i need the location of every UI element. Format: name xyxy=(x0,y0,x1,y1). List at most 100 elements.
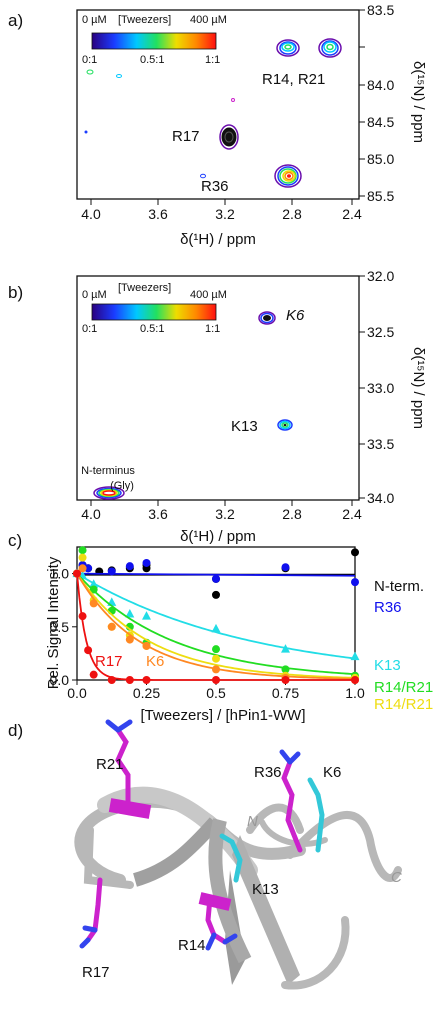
peak-label-r17: R17 xyxy=(172,128,200,145)
colorbar-ratio-0: 0:1 xyxy=(82,54,97,66)
data-point-s4-1 xyxy=(78,553,87,562)
colorbar-b-ratio-1: 1:1 xyxy=(205,323,220,335)
panel-b-letter: b) xyxy=(8,283,23,302)
b-ytick-0: 32.0 xyxy=(367,268,394,284)
data-point-s6-0 xyxy=(73,569,81,578)
a-xtick-4: 2.4 xyxy=(342,206,362,222)
data-point-s2-2 xyxy=(89,579,99,588)
a-ytick-3: 85.0 xyxy=(367,151,394,167)
x-tick-label-4: 1.0 xyxy=(345,685,365,701)
legend-label-0: N-term. xyxy=(374,578,424,595)
a-xtick-2: 3.2 xyxy=(215,206,235,222)
a-xtick-1: 3.6 xyxy=(148,206,168,222)
data-point-s1-8 xyxy=(351,578,359,587)
colorbar-b-right-label: 400 µM xyxy=(190,289,227,301)
panel-c-letter: c) xyxy=(8,531,22,550)
panel-a-x-axis: 4.0 3.6 3.2 2.8 2.4 δ(¹H) / ppm xyxy=(81,199,362,248)
data-point-s1-3 xyxy=(107,567,116,576)
residue-label-n-terminus: N xyxy=(247,813,258,830)
data-point-s1-7 xyxy=(281,563,290,572)
panel-b-colorbar: 0 µM [Tweezers] 400 µM 0:1 0.5:1 1:1 xyxy=(82,282,227,335)
y-tick-label-2: 1.0 xyxy=(50,566,70,582)
a-y-label: δ(¹⁵N) / ppm xyxy=(410,61,427,143)
peak-label-k6: K6 xyxy=(286,307,305,324)
legend-label-3: R14/R21 xyxy=(374,679,433,696)
data-point-s3-6 xyxy=(212,645,220,654)
peak-r14-r21-left xyxy=(276,39,300,57)
panel-d: d) R2 xyxy=(8,719,402,990)
arginine-sidechains xyxy=(79,719,303,951)
a-ytick-0: 83.5 xyxy=(367,2,394,18)
x-tick-label-1: 0.25 xyxy=(133,685,160,701)
legend-label-1: R36 xyxy=(374,599,402,616)
peak-r17 xyxy=(219,124,239,150)
data-point-s6-5 xyxy=(125,676,134,684)
residue-label-k13: K13 xyxy=(252,881,279,898)
data-point-s5-6 xyxy=(212,665,220,674)
a-xtick-0: 4.0 xyxy=(81,206,101,222)
data-point-s6-9 xyxy=(351,676,359,684)
panel-b-x-axis: 4.0 3.6 3.2 2.8 2.4 δ(¹H) / ppm xyxy=(81,500,362,545)
residue-label-c-terminus: C xyxy=(391,869,402,886)
peak-r14-r21-right xyxy=(318,38,342,58)
fit-line-4 xyxy=(76,573,356,679)
panel-a-noise xyxy=(84,69,235,179)
data-point-s5-1 xyxy=(78,564,87,573)
data-point-s6-8 xyxy=(281,676,290,684)
data-point-s2-8 xyxy=(350,651,360,661)
a-ytick-4: 85.5 xyxy=(367,188,394,204)
data-point-s1-5 xyxy=(142,558,151,567)
c-y-label: Rel. Signal Intensity xyxy=(45,556,62,689)
data-point-s5-4 xyxy=(125,635,134,644)
data-point-s6-1 xyxy=(78,612,87,621)
panel-a-y-axis: 83.5 84.0 84.5 85.0 85.5 δ(¹⁵N) / ppm xyxy=(359,2,427,204)
lysine-sidechains xyxy=(219,777,325,883)
b-xtick-2: 3.2 xyxy=(215,506,235,522)
c-inline-label-k6: K6 xyxy=(146,653,164,670)
data-point-s3-1 xyxy=(78,546,87,555)
x-tick-label-0: 0.0 xyxy=(67,685,87,701)
data-point-s1-4 xyxy=(125,562,134,571)
panel-b-y-axis: 32.0 32.5 33.0 33.5 34.0 δ(¹⁵N) / ppm xyxy=(359,268,427,506)
colorbar-left-label: 0 µM xyxy=(82,14,107,26)
peak-n-terminus xyxy=(93,486,125,500)
panel-a-letter: a) xyxy=(8,11,23,30)
panel-c: c) 0.0 0.25 0.5 0.75 1.0 0.0 0.5 1.0 N-term. R36 K… xyxy=(8,531,433,724)
c-x-label: [Tweezers] / [hPin1-WW] xyxy=(140,707,305,724)
data-point-s3-7 xyxy=(281,665,290,674)
colorbar-ratio-1: 1:1 xyxy=(205,54,220,66)
data-point-s6-7 xyxy=(212,676,220,684)
colorbar-b-left-label: 0 µM xyxy=(82,289,107,301)
data-point-s2-7 xyxy=(281,644,290,653)
b-ytick-4: 34.0 xyxy=(367,490,394,506)
data-point-s5-2 xyxy=(89,599,98,608)
b-xtick-0: 4.0 xyxy=(81,506,101,522)
panel-a-frame xyxy=(76,9,360,200)
colorbar-ratio-half: 0.5:1 xyxy=(140,54,164,66)
b-y-label: δ(¹⁵N) / ppm xyxy=(410,347,427,429)
peak-k13 xyxy=(277,419,293,431)
colorbar-right-label: 400 µM xyxy=(190,14,227,26)
b-x-label: δ(¹H) / ppm xyxy=(180,528,256,545)
residue-label-r21: R21 xyxy=(96,756,124,773)
residue-label-r14: R14 xyxy=(178,937,206,954)
b-ytick-2: 33.0 xyxy=(367,380,394,396)
b-xtick-4: 2.4 xyxy=(342,506,362,522)
panel-a: a) 0 µM [Tweezers] 400 µM 0:1 0.5:1 1:1 xyxy=(8,2,427,248)
colorbar-b-ratio-0: 0:1 xyxy=(82,323,97,335)
panel-d-letter: d) xyxy=(8,721,23,740)
legend-label-4: R14/R21 xyxy=(374,696,433,713)
x-tick-label-2: 0.5 xyxy=(206,685,226,701)
legend-label-2: K13 xyxy=(374,657,401,674)
colorbar-b-title: [Tweezers] xyxy=(118,282,171,294)
data-point-s1-6 xyxy=(212,574,220,583)
data-point-s0-11 xyxy=(351,548,359,557)
y-tick-label-1: 0.5 xyxy=(50,619,70,635)
panel-a-colorbar: 0 µM [Tweezers] 400 µM 0:1 0.5:1 1:1 xyxy=(82,14,227,66)
panel-b: b) 0 µM [Tweezers] 400 µM 0:1 0.5:1 1:1 xyxy=(8,268,427,545)
peak-label-gly: (Gly) xyxy=(110,480,134,492)
residue-label-r36: R36 xyxy=(254,764,282,781)
b-xtick-3: 2.8 xyxy=(282,506,302,522)
peak-label-r14-r21: R14, R21 xyxy=(262,71,325,88)
